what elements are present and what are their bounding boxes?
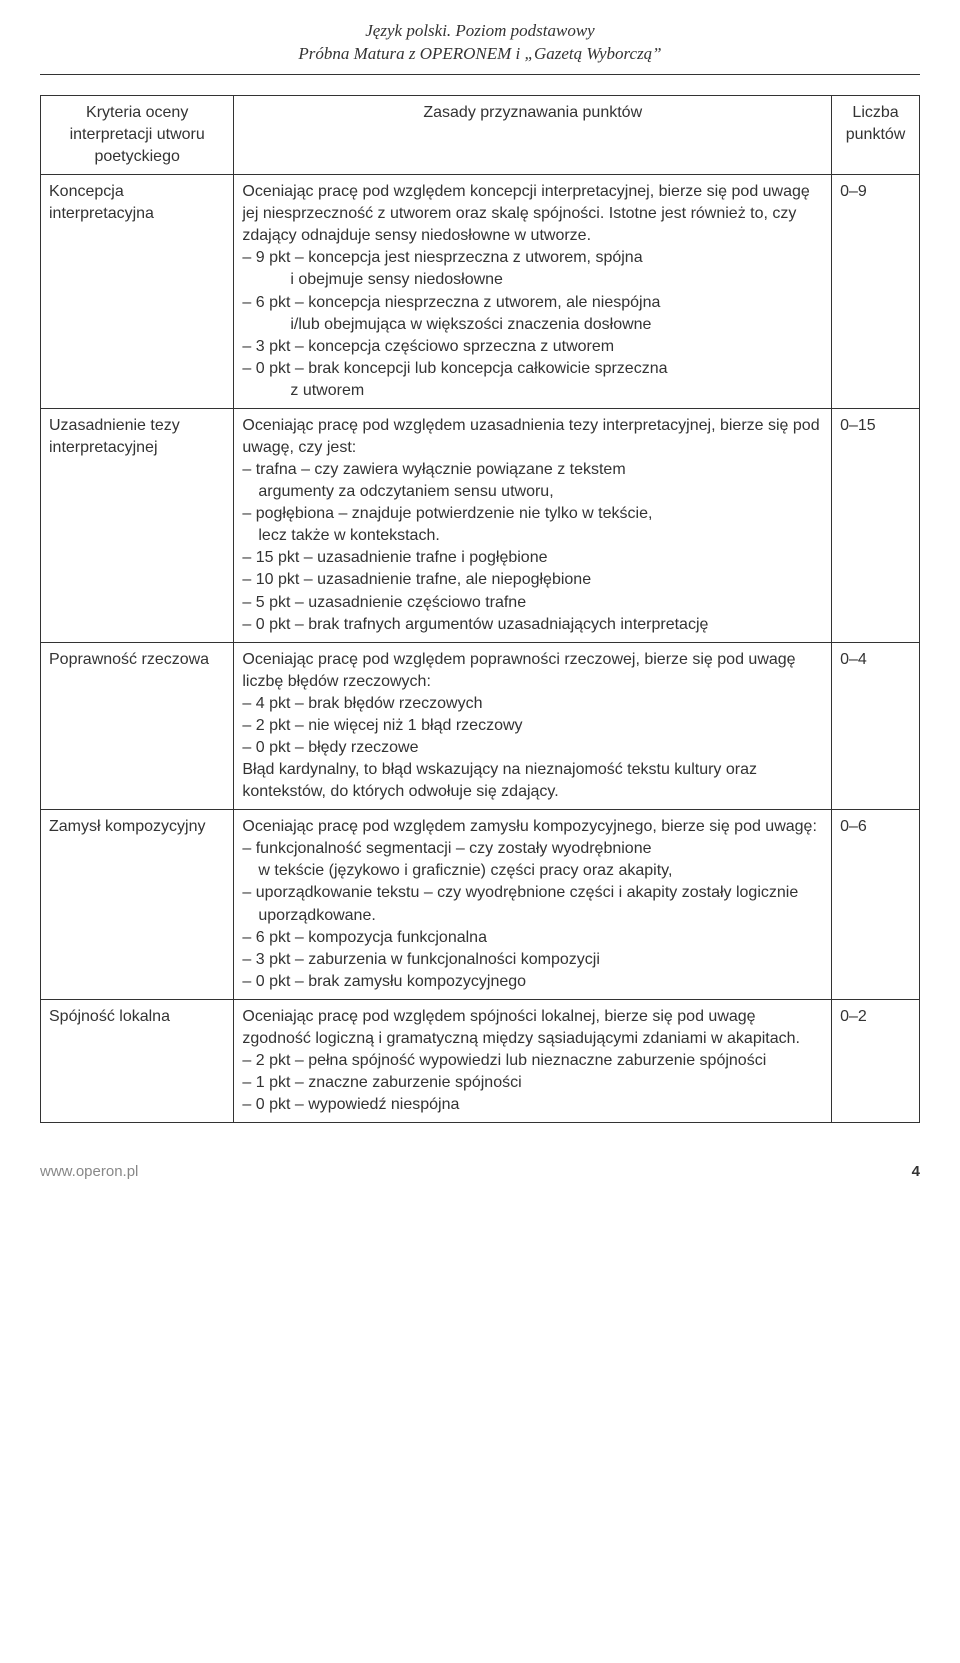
rule-line: – 2 pkt – nie więcej niż 1 błąd rzeczowy — [242, 715, 823, 737]
rule-line: – 0 pkt – brak zamysłu kompozycyjnego — [242, 971, 823, 993]
rule-line: i/lub obejmująca w większości znaczenia … — [242, 314, 823, 336]
cell-criteria: Uzasadnienie tezy interpretacyjnej — [41, 408, 234, 642]
table-body: Koncepcja interpretacyjnaOceniając pracę… — [41, 175, 920, 1123]
rule-line: – 6 pkt – kompozycja funkcjonalna — [242, 927, 823, 949]
th-rules: Zasady przyznawania punktów — [234, 95, 832, 174]
table-head-row: Kryteria oceny interpretacji utworu poet… — [41, 95, 920, 174]
cell-criteria: Koncepcja interpretacyjna — [41, 175, 234, 409]
rule-line: – 9 pkt – koncepcja jest niesprzeczna z … — [242, 247, 823, 269]
cell-points: 0–4 — [832, 642, 920, 810]
criteria-table: Kryteria oceny interpretacji utworu poet… — [40, 95, 920, 1123]
rule-line: i obejmuje sensy niedosłowne — [242, 269, 823, 291]
document-header: Język polski. Poziom podstawowy Próbna M… — [40, 20, 920, 75]
table-row: Koncepcja interpretacyjnaOceniając pracę… — [41, 175, 920, 409]
rule-line: – 3 pkt – koncepcja częściowo sprzeczna … — [242, 336, 823, 358]
page-footer: www.operon.pl 4 — [40, 1163, 920, 1180]
rule-line: – 0 pkt – brak trafnych argumentów uzasa… — [242, 614, 823, 636]
rule-line: – uporządkowanie tekstu – czy wyodrębnio… — [242, 882, 823, 926]
footer-page-number: 4 — [912, 1163, 920, 1180]
rule-line: Oceniając pracę pod względem spójności l… — [242, 1006, 823, 1050]
rule-line: – trafna – czy zawiera wyłącznie powiąza… — [242, 459, 823, 481]
cell-rules: Oceniając pracę pod względem uzasadnieni… — [234, 408, 832, 642]
rule-line: – 0 pkt – wypowiedź niespójna — [242, 1094, 823, 1116]
table-row: Uzasadnienie tezy interpretacyjnejOcenia… — [41, 408, 920, 642]
rule-line: – pogłębiona – znajduje potwierdzenie ni… — [242, 503, 823, 525]
rule-line: – 5 pkt – uzasadnienie częściowo trafne — [242, 592, 823, 614]
rule-line: – 10 pkt – uzasadnienie trafne, ale niep… — [242, 569, 823, 591]
cell-criteria: Zamysł kompozycyjny — [41, 810, 234, 1000]
cell-rules: Oceniając pracę pod względem koncepcji i… — [234, 175, 832, 409]
rule-line: lecz także w kontekstach. — [242, 525, 823, 547]
rule-line: argumenty za odczytaniem sensu utworu, — [242, 481, 823, 503]
table-row: Poprawność rzeczowaOceniając pracę pod w… — [41, 642, 920, 810]
header-line-2: Próbna Matura z OPERONEM i „Gazetą Wybor… — [40, 43, 920, 66]
rule-line: – 15 pkt – uzasadnienie trafne i pogłębi… — [242, 547, 823, 569]
rule-line: – 2 pkt – pełna spójność wypowiedzi lub … — [242, 1050, 823, 1072]
rule-line: – 3 pkt – zaburzenia w funkcjonalności k… — [242, 949, 823, 971]
cell-points: 0–6 — [832, 810, 920, 1000]
rule-line: – 0 pkt – błędy rzeczowe — [242, 737, 823, 759]
rule-line: Oceniając pracę pod względem zamysłu kom… — [242, 816, 823, 838]
rule-line: – funkcjonalność segmentacji – czy zosta… — [242, 838, 823, 860]
cell-rules: Oceniając pracę pod względem zamysłu kom… — [234, 810, 832, 1000]
cell-rules: Oceniając pracę pod względem poprawności… — [234, 642, 832, 810]
rule-line: – 6 pkt – koncepcja niesprzeczna z utwor… — [242, 292, 823, 314]
cell-criteria: Poprawność rzeczowa — [41, 642, 234, 810]
cell-points: 0–9 — [832, 175, 920, 409]
rule-line: Oceniając pracę pod względem uzasadnieni… — [242, 415, 823, 459]
cell-criteria: Spójność lokalna — [41, 999, 234, 1122]
th-criteria: Kryteria oceny interpretacji utworu poet… — [41, 95, 234, 174]
th-points: Liczba punktów — [832, 95, 920, 174]
table-row: Spójność lokalnaOceniając pracę pod wzgl… — [41, 999, 920, 1122]
rule-line: w tekście (językowo i graficznie) części… — [242, 860, 823, 882]
rule-line: Oceniając pracę pod względem koncepcji i… — [242, 181, 823, 247]
rule-line: – 1 pkt – znaczne zaburzenie spójności — [242, 1072, 823, 1094]
page-container: Język polski. Poziom podstawowy Próbna M… — [0, 0, 960, 1210]
rule-line: Błąd kardynalny, to błąd wskazujący na n… — [242, 759, 823, 803]
table-row: Zamysł kompozycyjny Oceniając pracę pod w… — [41, 810, 920, 1000]
footer-site: www.operon.pl — [40, 1163, 138, 1180]
cell-points: 0–15 — [832, 408, 920, 642]
cell-rules: Oceniając pracę pod względem spójności l… — [234, 999, 832, 1122]
rule-line: – 0 pkt – brak koncepcji lub koncepcja c… — [242, 358, 823, 380]
cell-points: 0–2 — [832, 999, 920, 1122]
rule-line: z utworem — [242, 380, 823, 402]
rule-line: – 4 pkt – brak błędów rzeczowych — [242, 693, 823, 715]
rule-line: Oceniając pracę pod względem poprawności… — [242, 649, 823, 693]
header-line-1: Język polski. Poziom podstawowy — [40, 20, 920, 43]
